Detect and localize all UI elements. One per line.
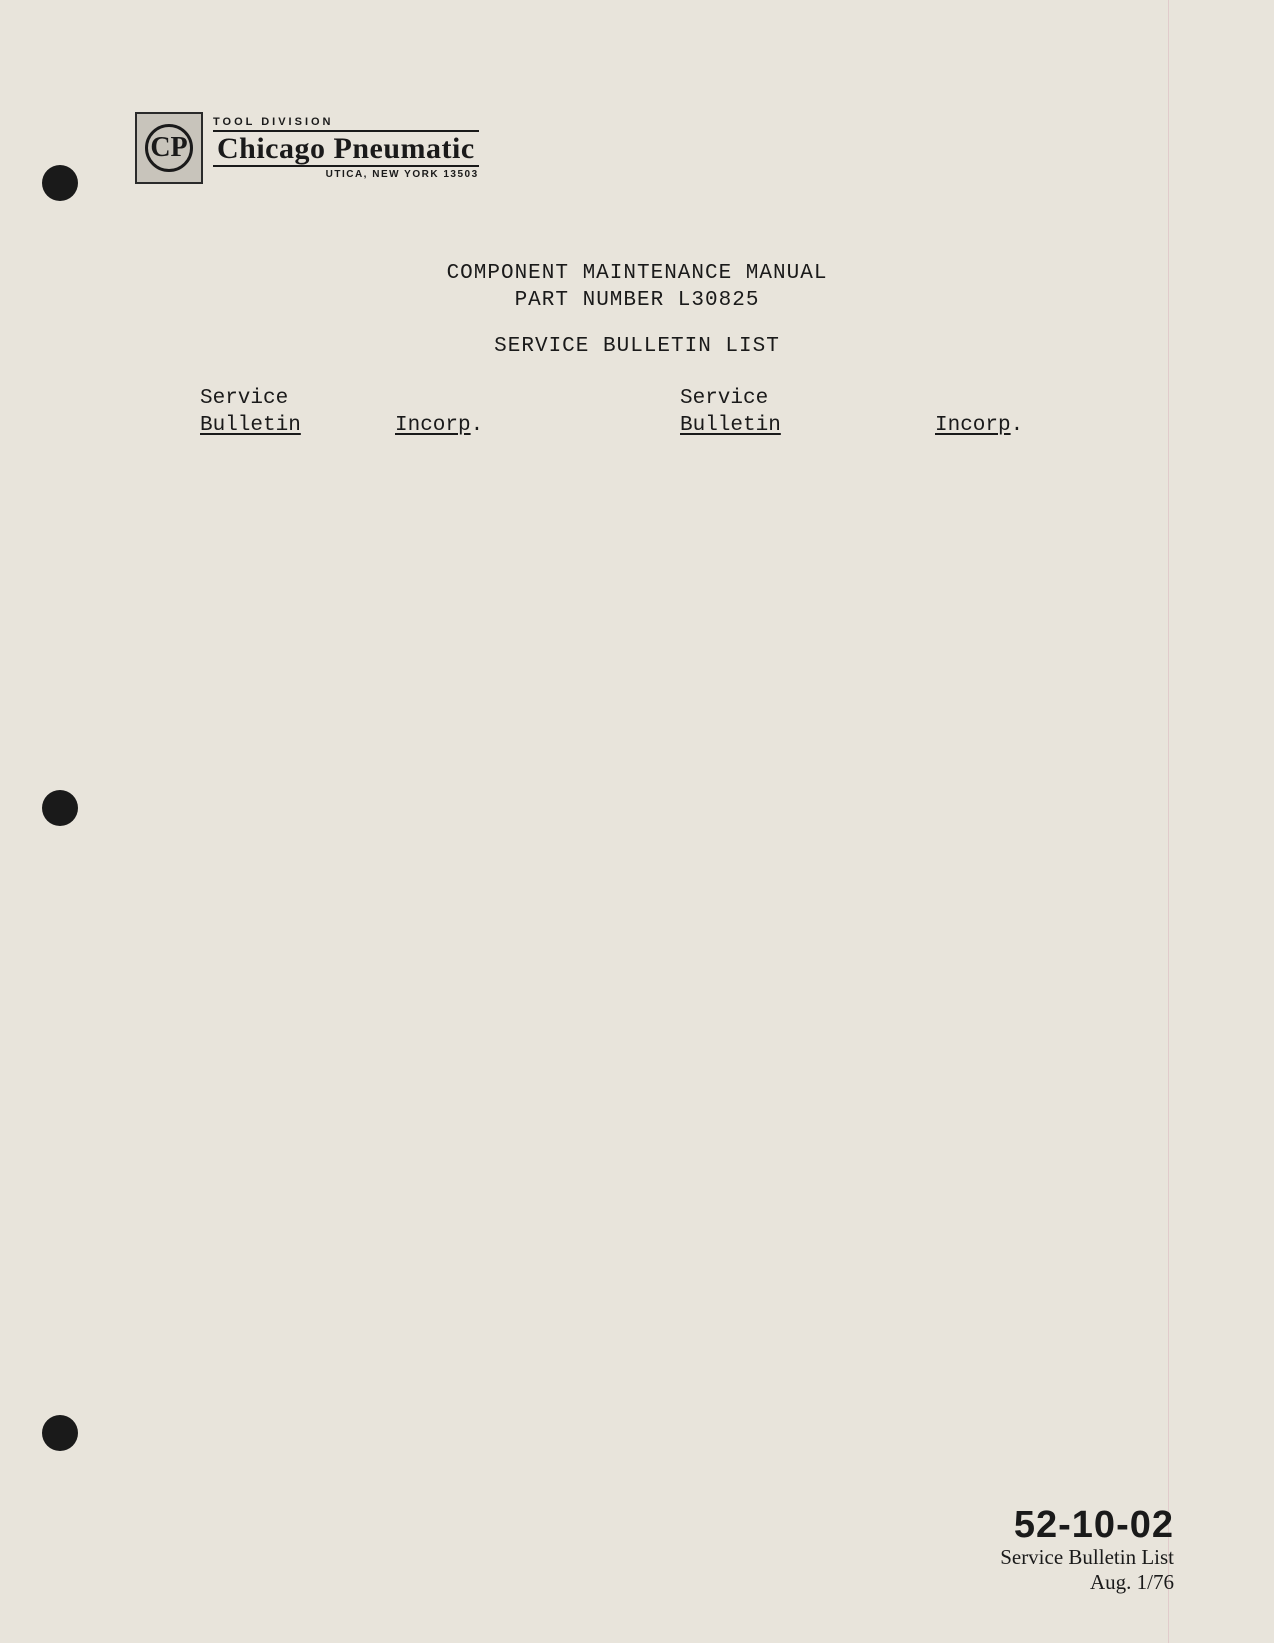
- right-margin-rule: [1168, 0, 1169, 1643]
- header-text-underlined: Incorp: [935, 414, 1011, 437]
- company-location: UTICA, NEW YORK 13503: [213, 169, 479, 180]
- document-code: 52-10-02: [1000, 1504, 1174, 1547]
- header-text-underlined: Bulletin: [200, 414, 301, 437]
- location-text: UTICA, NEW YORK 13503: [326, 169, 479, 180]
- header-suffix: .: [1011, 414, 1024, 437]
- footer-label: Service Bulletin List: [1000, 1545, 1174, 1570]
- header-text-underlined: Bulletin: [680, 414, 781, 437]
- column-header-service-bulletin-1: Service Bulletin: [200, 385, 301, 440]
- punch-hole: [42, 1415, 78, 1451]
- column-header-service-bulletin-2: Service Bulletin: [680, 385, 781, 440]
- footer-date: Aug. 1/76: [1000, 1570, 1174, 1595]
- logo-monogram: CP: [150, 132, 187, 164]
- company-header: CP TOOL DIVISION Chicago Pneumatic UTICA…: [135, 112, 479, 184]
- punch-hole: [42, 790, 78, 826]
- header-suffix: .: [471, 414, 484, 437]
- logo-circle-icon: CP: [145, 124, 193, 172]
- logo-badge: CP: [135, 112, 203, 184]
- column-header-incorp-1: Incorp.: [395, 412, 483, 439]
- header-text-underlined: Incorp: [395, 414, 471, 437]
- division-label: TOOL DIVISION: [213, 116, 479, 128]
- document-title: COMPONENT MAINTENANCE MANUAL PART NUMBER…: [0, 260, 1274, 315]
- title-line-2: PART NUMBER L30825: [515, 289, 760, 312]
- section-title: SERVICE BULLETIN LIST: [0, 335, 1274, 358]
- header-text: Service: [680, 387, 768, 410]
- company-name: Chicago Pneumatic: [213, 130, 479, 167]
- title-line-1: COMPONENT MAINTENANCE MANUAL: [447, 262, 828, 285]
- document-page: CP TOOL DIVISION Chicago Pneumatic UTICA…: [0, 0, 1274, 1643]
- punch-hole: [42, 165, 78, 201]
- page-footer: 52-10-02 Service Bulletin List Aug. 1/76: [1000, 1504, 1174, 1595]
- column-header-incorp-2: Incorp.: [935, 412, 1023, 439]
- company-text-block: TOOL DIVISION Chicago Pneumatic UTICA, N…: [213, 116, 479, 180]
- header-text: Service: [200, 387, 288, 410]
